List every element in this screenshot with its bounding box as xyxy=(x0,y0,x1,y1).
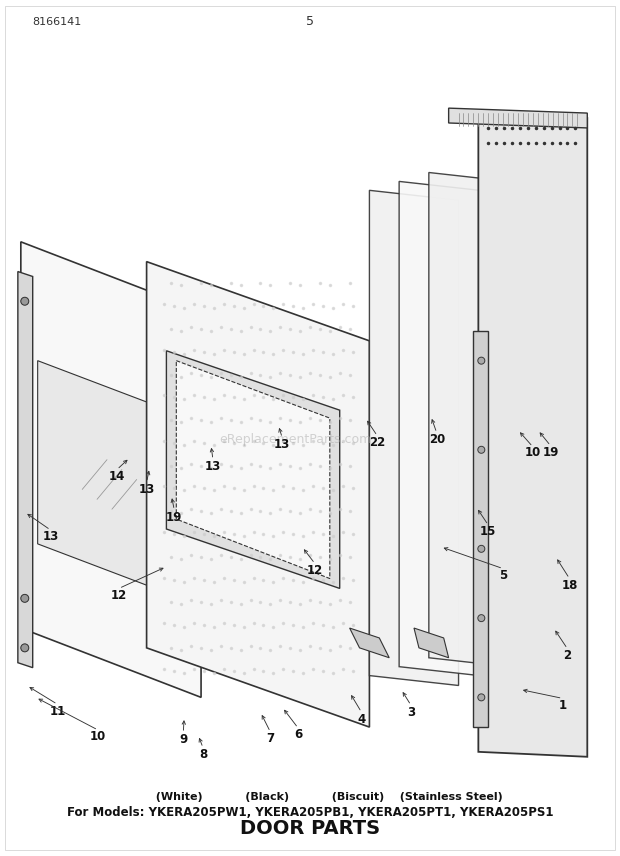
Text: 12: 12 xyxy=(307,564,323,577)
Polygon shape xyxy=(414,628,449,657)
Polygon shape xyxy=(399,181,489,676)
Text: DOOR PARTS: DOOR PARTS xyxy=(240,818,380,837)
Text: 5: 5 xyxy=(306,15,314,28)
Polygon shape xyxy=(21,241,201,698)
Circle shape xyxy=(478,615,485,621)
Text: 20: 20 xyxy=(428,433,445,446)
Circle shape xyxy=(21,594,29,603)
Text: 10: 10 xyxy=(525,446,541,460)
Polygon shape xyxy=(38,360,181,598)
Text: 9: 9 xyxy=(179,734,187,746)
Polygon shape xyxy=(166,351,340,588)
Text: 5: 5 xyxy=(499,569,507,582)
Text: 22: 22 xyxy=(370,437,386,449)
Text: 19: 19 xyxy=(542,446,559,460)
Circle shape xyxy=(478,694,485,701)
Text: 11: 11 xyxy=(50,704,66,717)
Text: 1: 1 xyxy=(559,698,567,712)
Text: 19: 19 xyxy=(166,511,182,524)
Polygon shape xyxy=(429,173,518,668)
Text: 4: 4 xyxy=(357,713,366,726)
Circle shape xyxy=(478,357,485,364)
Text: 7: 7 xyxy=(267,733,275,746)
Text: 8166141: 8166141 xyxy=(33,17,82,27)
Text: eReplacementParts.com: eReplacementParts.com xyxy=(219,433,371,446)
Text: 3: 3 xyxy=(407,705,415,719)
Polygon shape xyxy=(370,190,459,686)
Polygon shape xyxy=(146,262,370,727)
Text: 13: 13 xyxy=(138,483,155,496)
Text: (White)           (Black)           (Biscuit)    (Stainless Steel): (White) (Black) (Biscuit) (Stainless Ste… xyxy=(117,793,503,802)
Circle shape xyxy=(21,297,29,306)
Text: 6: 6 xyxy=(294,728,302,741)
Polygon shape xyxy=(479,113,587,757)
Text: 12: 12 xyxy=(111,589,127,602)
Circle shape xyxy=(478,446,485,454)
Text: 13: 13 xyxy=(274,438,290,451)
Text: 18: 18 xyxy=(561,579,578,592)
Polygon shape xyxy=(449,108,587,128)
Text: 14: 14 xyxy=(108,470,125,483)
Text: 13: 13 xyxy=(205,461,221,473)
Polygon shape xyxy=(18,271,33,668)
Text: For Models: YKERA205PW1, YKERA205PB1, YKERA205PT1, YKERA205PS1: For Models: YKERA205PW1, YKERA205PB1, YK… xyxy=(67,805,553,818)
Text: 13: 13 xyxy=(42,531,59,544)
Polygon shape xyxy=(350,628,389,657)
Text: 8: 8 xyxy=(199,748,207,761)
Polygon shape xyxy=(176,360,330,579)
Circle shape xyxy=(478,545,485,552)
Circle shape xyxy=(21,644,29,651)
Polygon shape xyxy=(474,331,489,727)
Text: 2: 2 xyxy=(564,649,572,663)
Text: 15: 15 xyxy=(480,526,497,538)
Text: 10: 10 xyxy=(90,730,106,744)
